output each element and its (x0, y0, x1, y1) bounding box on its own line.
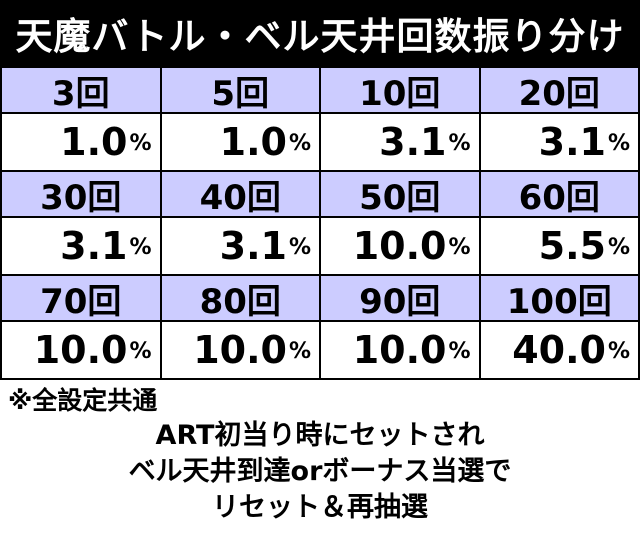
table-header-cell: 20回 (480, 68, 640, 114)
table-value-cell: 3.1% (480, 114, 640, 172)
table-value-row: 1.0% 1.0% 3.1% 3.1% (2, 114, 640, 172)
value-number: 10.0 (193, 328, 287, 372)
percent-unit: % (129, 131, 152, 156)
table-header-cell: 30回 (2, 172, 162, 218)
footer-line: リセット＆再抽選 (212, 492, 428, 523)
percent-unit: % (129, 339, 152, 364)
table-header-row: 30回 40回 50回 60回 (2, 172, 640, 218)
table-header-cell: 3回 (2, 68, 162, 114)
table-value-cell: 40.0% (480, 322, 640, 380)
table-header-cell: 5回 (161, 68, 321, 114)
table-value-row: 3.1% 3.1% 10.0% 5.5% (2, 218, 640, 276)
footer-line: ベル天井到達orボーナス当選で (128, 456, 512, 487)
footer-description: ART初当り時にセットされ ベル天井到達orボーナス当選で リセット＆再抽選 (0, 418, 640, 526)
table-header-row: 3回 5回 10回 20回 (2, 68, 640, 114)
value-number: 5.5 (538, 224, 606, 268)
table-value-cell: 3.1% (2, 218, 162, 276)
percent-unit: % (607, 131, 630, 156)
table-header-cell: 90回 (321, 276, 481, 322)
value-number: 3.1 (379, 120, 447, 164)
table-value-row: 10.0% 10.0% 10.0% 40.0% (2, 322, 640, 380)
settings-note: ※全設定共通 (8, 386, 158, 415)
table-header-cell: 10回 (321, 68, 481, 114)
table-value-cell: 10.0% (321, 322, 481, 380)
value-number: 1.0 (219, 120, 287, 164)
table-value-cell: 1.0% (161, 114, 321, 172)
table-value-cell: 3.1% (161, 218, 321, 276)
percent-unit: % (288, 131, 311, 156)
table-value-cell: 3.1% (321, 114, 481, 172)
table-value-cell: 10.0% (161, 322, 321, 380)
table-header-cell: 60回 (480, 172, 640, 218)
percent-unit: % (607, 339, 630, 364)
table-value-cell: 10.0% (2, 322, 162, 380)
table-header-cell: 40回 (161, 172, 321, 218)
footer-line: ART初当り時にセットされ (155, 420, 485, 451)
percent-unit: % (607, 235, 630, 260)
value-number: 3.1 (60, 224, 128, 268)
value-number: 3.1 (219, 224, 287, 268)
value-number: 3.1 (538, 120, 606, 164)
table-header-cell: 70回 (2, 276, 162, 322)
percent-unit: % (288, 235, 311, 260)
table-header-cell: 80回 (161, 276, 321, 322)
value-number: 40.0 (512, 328, 606, 372)
percent-unit: % (448, 235, 471, 260)
percent-unit: % (448, 339, 471, 364)
table-header-cell: 50回 (321, 172, 481, 218)
percent-unit: % (129, 235, 152, 260)
value-number: 1.0 (60, 120, 128, 164)
table-header-row: 70回 80回 90回 100回 (2, 276, 640, 322)
value-number: 10.0 (352, 328, 447, 372)
table-header-cell: 100回 (480, 276, 640, 322)
percent-unit: % (288, 339, 311, 364)
distribution-table: 3回 5回 10回 20回 1.0% 1.0% 3.1% 3.1% 30回 40… (0, 66, 640, 380)
value-number: 10.0 (352, 224, 447, 268)
value-number: 10.0 (33, 328, 128, 372)
table-value-cell: 5.5% (480, 218, 640, 276)
table-value-cell: 10.0% (321, 218, 481, 276)
page-title: 天魔バトル・ベル天井回数振り分け (0, 0, 640, 66)
table-value-cell: 1.0% (2, 114, 162, 172)
percent-unit: % (448, 131, 471, 156)
